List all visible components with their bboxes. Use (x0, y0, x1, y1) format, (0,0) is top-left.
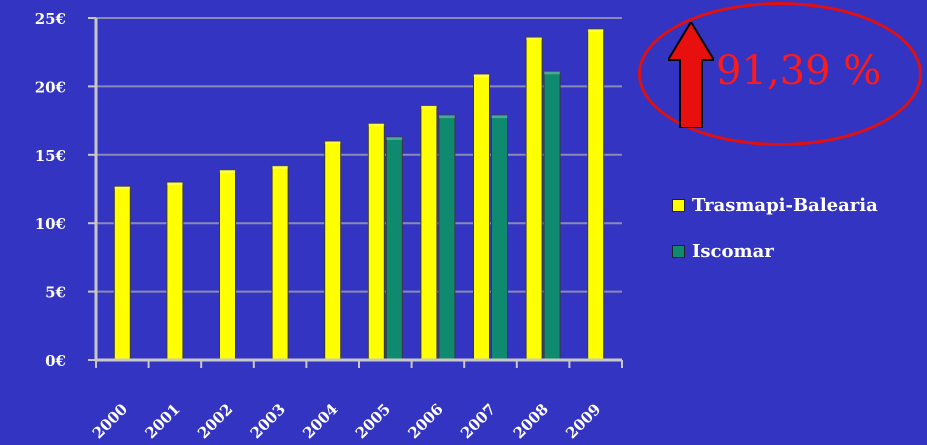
legend-swatch-iscomar (672, 244, 685, 258)
bar-highlight (587, 28, 604, 32)
bar-iscomar-2005 (385, 136, 403, 361)
x-tick-label: 2005 (352, 400, 394, 442)
x-tick-label: 2002 (194, 400, 236, 442)
bar-trasmapi-balearia-2004 (324, 140, 342, 361)
bar-highlight (272, 165, 289, 169)
bar-trasmapi-balearia-2008 (525, 36, 543, 361)
bar-iscomar-2008 (543, 70, 561, 361)
y-tick-label: 25€ (35, 10, 66, 28)
bar-highlight (544, 71, 561, 75)
y-tick-label: 20€ (35, 78, 66, 96)
bar-highlight (219, 169, 236, 173)
y-tick-label: 0€ (45, 352, 66, 370)
x-tick-label: 2006 (404, 400, 446, 442)
bar-trasmapi-balearia-2005 (367, 122, 385, 361)
bar-highlight (166, 182, 183, 186)
y-tick-label: 5€ (45, 284, 66, 302)
bar-highlight (438, 115, 455, 119)
bar-highlight (368, 123, 385, 127)
bar-trasmapi-balearia-2003 (271, 165, 289, 361)
legend-swatch-trasmapi (672, 198, 685, 212)
x-tick-label: 2007 (457, 400, 499, 442)
x-tick-label: 2009 (562, 400, 604, 442)
bar-trasmapi-balearia-2000 (113, 185, 131, 361)
x-tick-label: 2000 (89, 400, 131, 442)
x-tick-label: 2001 (141, 400, 183, 442)
bar-trasmapi-balearia-2006 (420, 105, 438, 361)
bar-highlight (473, 74, 490, 78)
growth-percentage: 91,39 % (716, 48, 882, 94)
x-tick-label: 2003 (247, 400, 289, 442)
x-tick-label: 2008 (510, 400, 552, 442)
x-tick-label: 2004 (299, 400, 341, 442)
legend-label-trasmapi: Trasmapi-Balearia (692, 194, 878, 216)
y-tick-label: 10€ (35, 215, 66, 233)
bars (113, 28, 605, 361)
bar-highlight (386, 137, 403, 141)
legend-item-iscomar: Iscomar (672, 239, 878, 263)
y-tick-label: 15€ (35, 147, 66, 165)
bar-highlight (324, 141, 341, 145)
bar-highlight (420, 105, 437, 109)
bar-highlight (526, 37, 543, 41)
legend: Trasmapi-Balearia Iscomar (672, 193, 878, 285)
bar-highlight (114, 186, 131, 190)
bar-trasmapi-balearia-2009 (587, 28, 605, 361)
bar-iscomar-2007 (491, 114, 508, 361)
legend-item-trasmapi: Trasmapi-Balearia (672, 193, 878, 217)
bar-trasmapi-balearia-2001 (166, 181, 184, 361)
growth-callout: 91,39 % (638, 2, 922, 148)
bar-trasmapi-balearia-2007 (473, 73, 490, 361)
bar-iscomar-2006 (438, 114, 456, 361)
legend-label-iscomar: Iscomar (692, 240, 774, 262)
callout-ellipse (638, 2, 922, 146)
x-tick-labels: 2000 2001 2002 2003 2004 2005 2006 2007 2008 2009 (89, 400, 605, 442)
bar-highlight (491, 115, 508, 119)
up-arrow-icon (668, 22, 714, 128)
y-tick-labels: 0€ 5€ 10€ 15€ 20€ 25€ (35, 10, 66, 370)
axes (94, 18, 623, 368)
bar-trasmapi-balearia-2002 (219, 169, 236, 361)
